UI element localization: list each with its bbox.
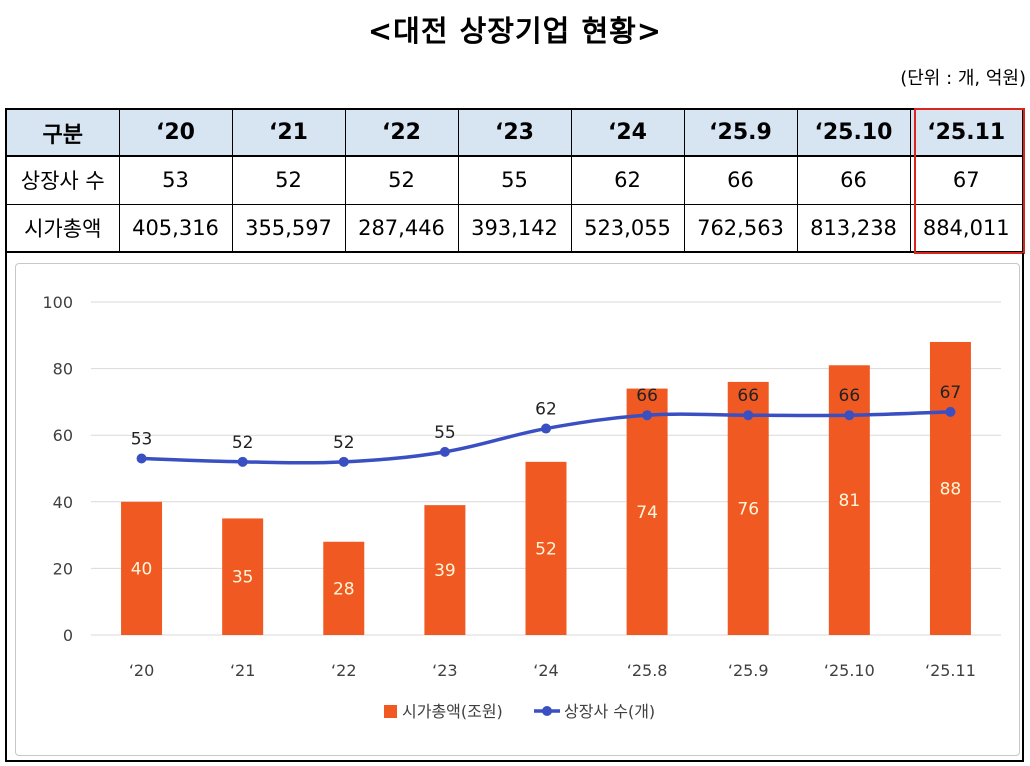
bar xyxy=(121,501,163,635)
column-header: ‘25.9 xyxy=(683,108,798,157)
column-header: ‘24 xyxy=(570,108,685,157)
table-cell: 355,597 xyxy=(231,203,346,253)
table-cell: 62 xyxy=(570,155,685,205)
table-cell: 813,238 xyxy=(796,203,911,253)
line-point xyxy=(439,446,450,457)
line-point xyxy=(136,453,147,464)
table-cell: 66 xyxy=(796,155,911,205)
x-tick-label: ‘24 xyxy=(533,661,558,680)
x-tick-label: ‘22 xyxy=(331,661,356,680)
table-cell: 762,563 xyxy=(683,203,798,253)
table-row-market-cap: 시가총액 405,316 355,597 287,446 393,142 523… xyxy=(5,203,1024,253)
line-point xyxy=(844,410,855,421)
table-cell: 67 xyxy=(909,155,1024,205)
line-data-label: 52 xyxy=(333,433,355,453)
bar-data-label: 76 xyxy=(737,499,759,519)
line-data-label: 52 xyxy=(232,433,254,453)
column-header: ‘20 xyxy=(118,108,233,157)
line-data-label: 66 xyxy=(839,386,861,406)
line-point xyxy=(237,456,248,467)
column-header: ‘25.11 xyxy=(909,108,1024,157)
y-tick-label: 60 xyxy=(53,426,73,445)
legend-swatch-marker xyxy=(542,706,552,716)
bar xyxy=(323,541,365,635)
line-point xyxy=(743,410,754,421)
x-tick-label: ‘25.11 xyxy=(925,661,976,680)
bar xyxy=(929,341,971,635)
column-header: ‘22 xyxy=(344,108,459,157)
table-cell: 287,446 xyxy=(344,203,459,253)
stats-table: 구분 ‘20 ‘21 ‘22 ‘23 ‘24 ‘25.9 ‘25.10 ‘25.… xyxy=(5,108,1024,253)
x-tick-label: ‘25.10 xyxy=(824,661,875,680)
line-data-label: 67 xyxy=(940,383,962,403)
line-point xyxy=(642,410,653,421)
bar xyxy=(727,381,769,635)
x-tick-label: ‘21 xyxy=(230,661,255,680)
unit-note: (단위 : 개, 억원) xyxy=(900,68,1026,89)
header-label-cell: 구분 xyxy=(5,108,120,157)
combo-chart: 0 20 40 60 80 100 40 35 28 39 52 74 76 81 88 ‘20 ‘21 ‘22 ‘… xyxy=(42,293,1001,721)
bar xyxy=(424,505,466,635)
legend-label: 상장사 수(개) xyxy=(564,702,655,721)
bar-data-label: 81 xyxy=(839,491,861,511)
bar-data-label: 28 xyxy=(333,579,355,599)
x-tick-label: ‘25.9 xyxy=(728,661,769,680)
line-data-label: 66 xyxy=(737,386,759,406)
table-cell: 523,055 xyxy=(570,203,685,253)
table-cell: 66 xyxy=(683,155,798,205)
y-tick-label: 80 xyxy=(53,360,73,379)
y-tick-label: 100 xyxy=(42,293,73,312)
bar-data-label: 52 xyxy=(535,539,557,559)
line-data-label: 53 xyxy=(131,430,153,450)
table-cell: 55 xyxy=(457,155,572,205)
bar-data-label: 74 xyxy=(636,503,658,523)
y-tick-label: 20 xyxy=(53,559,73,578)
bar xyxy=(626,388,668,635)
line-data-label: 55 xyxy=(434,423,456,443)
bar-data-label: 88 xyxy=(940,479,962,499)
legend-label: 시가총액(조원) xyxy=(402,702,503,721)
table-cell: 393,142 xyxy=(457,203,572,253)
chart-area: 0 20 40 60 80 100 40 35 28 39 52 74 76 81 88 ‘20 ‘21 ‘22 ‘… xyxy=(15,263,1020,756)
bar-data-label: 40 xyxy=(131,559,153,579)
x-tick-label: ‘25.8 xyxy=(627,661,668,680)
y-tick-label: 0 xyxy=(63,626,73,645)
row-label: 상장사 수 xyxy=(5,155,120,205)
table-cell: 52 xyxy=(231,155,346,205)
page-title: <대전 상장기업 현황> xyxy=(367,14,663,48)
row-label: 시가총액 xyxy=(5,203,120,253)
column-header: ‘25.10 xyxy=(796,108,911,157)
x-tick-label: ‘23 xyxy=(432,661,457,680)
line-data-label: 66 xyxy=(636,386,658,406)
legend-swatch-bar xyxy=(384,705,397,718)
table-cell: 53 xyxy=(118,155,233,205)
column-header: ‘21 xyxy=(231,108,346,157)
table-cell: 884,011 xyxy=(909,203,1024,253)
bar-data-label: 35 xyxy=(232,568,254,588)
table-row-listed-count: 상장사 수 53 52 52 55 62 66 66 67 xyxy=(5,155,1024,205)
bar xyxy=(222,518,264,635)
table-cell: 405,316 xyxy=(118,203,233,253)
line-point xyxy=(945,406,956,417)
table-cell: 52 xyxy=(344,155,459,205)
line-data-label: 62 xyxy=(535,400,557,420)
table-header-row: 구분 ‘20 ‘21 ‘22 ‘23 ‘24 ‘25.9 ‘25.10 ‘25.… xyxy=(5,108,1024,157)
line-point xyxy=(338,456,349,467)
column-header: ‘23 xyxy=(457,108,572,157)
bar xyxy=(525,461,567,635)
x-tick-label: ‘20 xyxy=(129,661,154,680)
bar-data-label: 39 xyxy=(434,561,456,581)
chart-frame: 0 20 40 60 80 100 40 35 28 39 52 74 76 81 88 ‘20 ‘21 ‘22 ‘… xyxy=(5,253,1024,762)
y-tick-label: 40 xyxy=(53,493,73,512)
line-point xyxy=(541,423,551,434)
